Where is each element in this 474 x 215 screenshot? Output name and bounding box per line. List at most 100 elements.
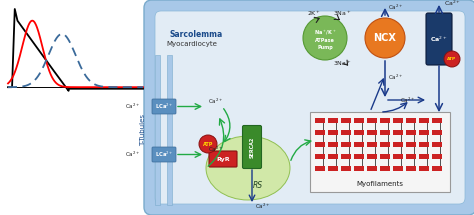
Bar (167, 55, 172, 205)
Text: Sarcolemma: Sarcolemma (170, 30, 223, 39)
FancyBboxPatch shape (209, 151, 237, 167)
Text: Ca$^{2+}$: Ca$^{2+}$ (255, 202, 270, 211)
Bar (414, 159, 416, 166)
Bar (427, 147, 428, 154)
Text: Ca$^{2+}$: Ca$^{2+}$ (388, 73, 403, 82)
Bar (336, 135, 337, 142)
Ellipse shape (206, 136, 290, 200)
Text: ATP: ATP (447, 57, 456, 61)
Bar (406, 142, 416, 147)
Bar (375, 159, 376, 166)
Bar (349, 123, 350, 130)
Bar (380, 118, 390, 123)
Bar (419, 142, 429, 147)
Bar (414, 147, 416, 154)
Bar (155, 55, 160, 205)
Bar (440, 147, 441, 154)
Bar (388, 147, 390, 154)
Bar (323, 147, 325, 154)
Bar (432, 130, 442, 135)
Bar (393, 166, 403, 171)
Bar (328, 154, 338, 159)
Bar (349, 135, 350, 142)
Text: Ca$^{2+}$: Ca$^{2+}$ (444, 0, 461, 8)
Bar (406, 154, 416, 159)
Text: LCa$^{2+}$: LCa$^{2+}$ (155, 150, 173, 159)
Bar (406, 118, 416, 123)
Bar (349, 159, 350, 166)
Bar (315, 154, 325, 159)
Bar (362, 135, 364, 142)
FancyBboxPatch shape (155, 11, 465, 204)
Bar (362, 159, 364, 166)
Bar (375, 147, 376, 154)
Text: LCa$^{2+}$: LCa$^{2+}$ (155, 102, 173, 111)
FancyBboxPatch shape (152, 147, 176, 162)
Bar (367, 118, 377, 123)
Bar (354, 130, 364, 135)
Bar (427, 123, 428, 130)
Text: Ca$^{2+}$: Ca$^{2+}$ (388, 3, 403, 12)
Bar (323, 159, 325, 166)
Bar (440, 135, 441, 142)
Bar (427, 159, 428, 166)
Bar (367, 154, 377, 159)
Bar (388, 135, 390, 142)
Bar (354, 166, 364, 171)
Bar (367, 142, 377, 147)
Bar (310, 112, 450, 192)
Text: ATPase: ATPase (315, 37, 335, 43)
Text: Ca$^{2+}$: Ca$^{2+}$ (208, 144, 223, 154)
Bar (336, 159, 337, 166)
Bar (336, 123, 337, 130)
Bar (328, 142, 338, 147)
Bar (323, 135, 325, 142)
Text: 2K$^+$: 2K$^+$ (307, 9, 321, 18)
Bar (341, 130, 351, 135)
Bar (315, 118, 325, 123)
Bar (419, 130, 429, 135)
Bar (427, 135, 428, 142)
Bar (375, 123, 376, 130)
Bar (341, 118, 351, 123)
Bar (393, 130, 403, 135)
Bar (315, 142, 325, 147)
Bar (341, 154, 351, 159)
Bar (401, 147, 402, 154)
Text: SERCA2: SERCA2 (249, 136, 255, 158)
Bar (380, 154, 390, 159)
FancyBboxPatch shape (152, 99, 176, 114)
Circle shape (199, 135, 217, 153)
Bar (354, 154, 364, 159)
Bar (354, 118, 364, 123)
Text: RyR: RyR (216, 157, 230, 161)
Text: Myofilaments: Myofilaments (356, 181, 403, 187)
Bar (328, 130, 338, 135)
Bar (432, 154, 442, 159)
Bar (323, 123, 325, 130)
Bar (380, 166, 390, 171)
Bar (375, 135, 376, 142)
Bar (362, 123, 364, 130)
FancyBboxPatch shape (426, 13, 452, 65)
Bar (401, 135, 402, 142)
Bar (354, 142, 364, 147)
Text: ATP: ATP (203, 141, 213, 146)
Circle shape (303, 16, 347, 60)
Bar (393, 118, 403, 123)
Bar (341, 142, 351, 147)
Bar (328, 118, 338, 123)
Bar (419, 154, 429, 159)
Text: Na$^+$/K$^+$: Na$^+$/K$^+$ (314, 29, 336, 37)
Text: 3Na$^+$: 3Na$^+$ (333, 59, 352, 68)
Text: Ca$^{2+}$: Ca$^{2+}$ (125, 102, 140, 111)
Bar (315, 130, 325, 135)
Bar (328, 166, 338, 171)
Bar (419, 166, 429, 171)
Bar (388, 159, 390, 166)
Bar (432, 142, 442, 147)
Circle shape (365, 18, 405, 58)
Text: Ca$^{2+}$: Ca$^{2+}$ (400, 96, 415, 105)
Bar (380, 130, 390, 135)
Bar (393, 142, 403, 147)
